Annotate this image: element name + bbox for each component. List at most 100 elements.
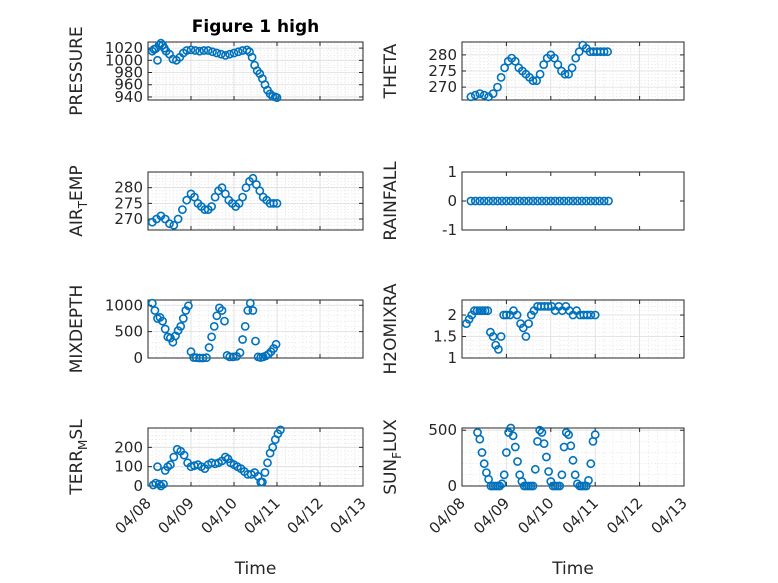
data-point	[542, 196, 551, 206]
data-point	[557, 470, 567, 480]
data-point	[603, 47, 612, 57]
data-point	[517, 477, 527, 486]
y-axis-label-0: PRESSURE	[67, 26, 87, 115]
data-point	[160, 324, 170, 334]
data-point	[590, 430, 600, 440]
x-tick-label: 04/13	[327, 494, 370, 537]
series-markers	[466, 40, 612, 102]
data-point	[160, 214, 170, 224]
data-point	[214, 303, 224, 313]
data-point	[212, 311, 222, 321]
data-point	[475, 89, 485, 98]
series-markers	[473, 423, 600, 491]
data-point	[521, 332, 531, 341]
data-point	[599, 196, 609, 206]
data-point	[499, 470, 509, 480]
data-point	[584, 475, 593, 485]
data-point	[480, 306, 490, 316]
data-point	[199, 46, 209, 55]
data-point	[269, 198, 278, 208]
data-point	[513, 457, 522, 466]
data-point	[535, 425, 545, 435]
data-point	[500, 63, 509, 73]
data-point	[251, 336, 260, 346]
data-point	[543, 301, 553, 311]
x-tick-label: 04/09	[155, 494, 198, 537]
data-point	[532, 76, 541, 86]
data-point	[524, 196, 533, 206]
data-point	[245, 298, 255, 308]
data-point	[186, 45, 196, 55]
data-point	[506, 196, 516, 206]
data-point	[179, 450, 189, 460]
data-point	[263, 458, 272, 468]
data-point	[499, 310, 509, 320]
data-point	[212, 48, 222, 58]
series-markers	[147, 38, 282, 102]
data-point	[559, 196, 569, 206]
data-point	[560, 69, 570, 79]
data-point	[550, 196, 560, 206]
data-point	[590, 310, 600, 320]
data-point	[568, 196, 578, 206]
axes-border	[461, 427, 685, 487]
y-tick-label: 1.5	[433, 328, 457, 346]
data-point	[571, 53, 581, 63]
data-point	[528, 76, 538, 86]
y-tick-label: 100	[114, 458, 143, 476]
data-point	[493, 82, 502, 92]
data-point	[248, 306, 258, 315]
y-tick-label: 1	[447, 163, 457, 181]
axes-border	[461, 299, 685, 359]
data-point	[165, 219, 174, 229]
data-point	[497, 196, 507, 206]
series-markers	[147, 298, 281, 363]
data-point	[518, 323, 528, 333]
data-point	[577, 196, 587, 206]
data-point	[564, 430, 573, 440]
subplot-rainfall: -1 0 1 RAINFALL	[381, 161, 685, 241]
y-tick-label: -1	[442, 221, 457, 239]
data-point	[233, 47, 243, 57]
data-point	[165, 460, 175, 470]
x-tick-label: 04/11	[241, 494, 284, 537]
data-point	[599, 47, 609, 57]
data-point	[198, 353, 208, 363]
series-markers	[461, 301, 600, 354]
y-axis-label-5: H2OMIXRA	[381, 283, 401, 374]
data-point	[510, 442, 520, 452]
data-point	[477, 448, 487, 457]
y-tick-label: 280	[428, 46, 457, 64]
data-point	[147, 298, 157, 308]
x-tick-label: 04/10	[514, 494, 557, 537]
y-axis-label-3: RAINFALL	[381, 161, 401, 241]
x-tick-label: 04/09	[470, 494, 513, 537]
data-point	[524, 319, 533, 328]
data-point	[488, 196, 498, 206]
x-axis-label: Time	[234, 559, 277, 579]
y-tick-label: 0	[133, 349, 143, 367]
data-point	[533, 196, 542, 206]
data-point	[209, 321, 219, 331]
data-point	[506, 423, 516, 433]
y-tick-label: 980	[114, 64, 143, 82]
data-point	[564, 69, 573, 79]
data-point	[203, 46, 213, 55]
data-point	[204, 343, 214, 352]
series-markers	[147, 173, 282, 230]
data-point	[240, 321, 250, 331]
data-point	[247, 52, 257, 62]
subplot-mixdepth: 0 500 1000 MIXDEPTH	[67, 285, 364, 373]
data-point	[512, 310, 522, 320]
data-point	[181, 306, 191, 315]
data-point	[535, 69, 545, 79]
data-point	[207, 332, 216, 342]
data-point	[539, 60, 549, 69]
data-point	[515, 196, 525, 206]
data-point	[154, 479, 164, 489]
data-point	[546, 196, 556, 206]
data-point	[466, 196, 476, 206]
